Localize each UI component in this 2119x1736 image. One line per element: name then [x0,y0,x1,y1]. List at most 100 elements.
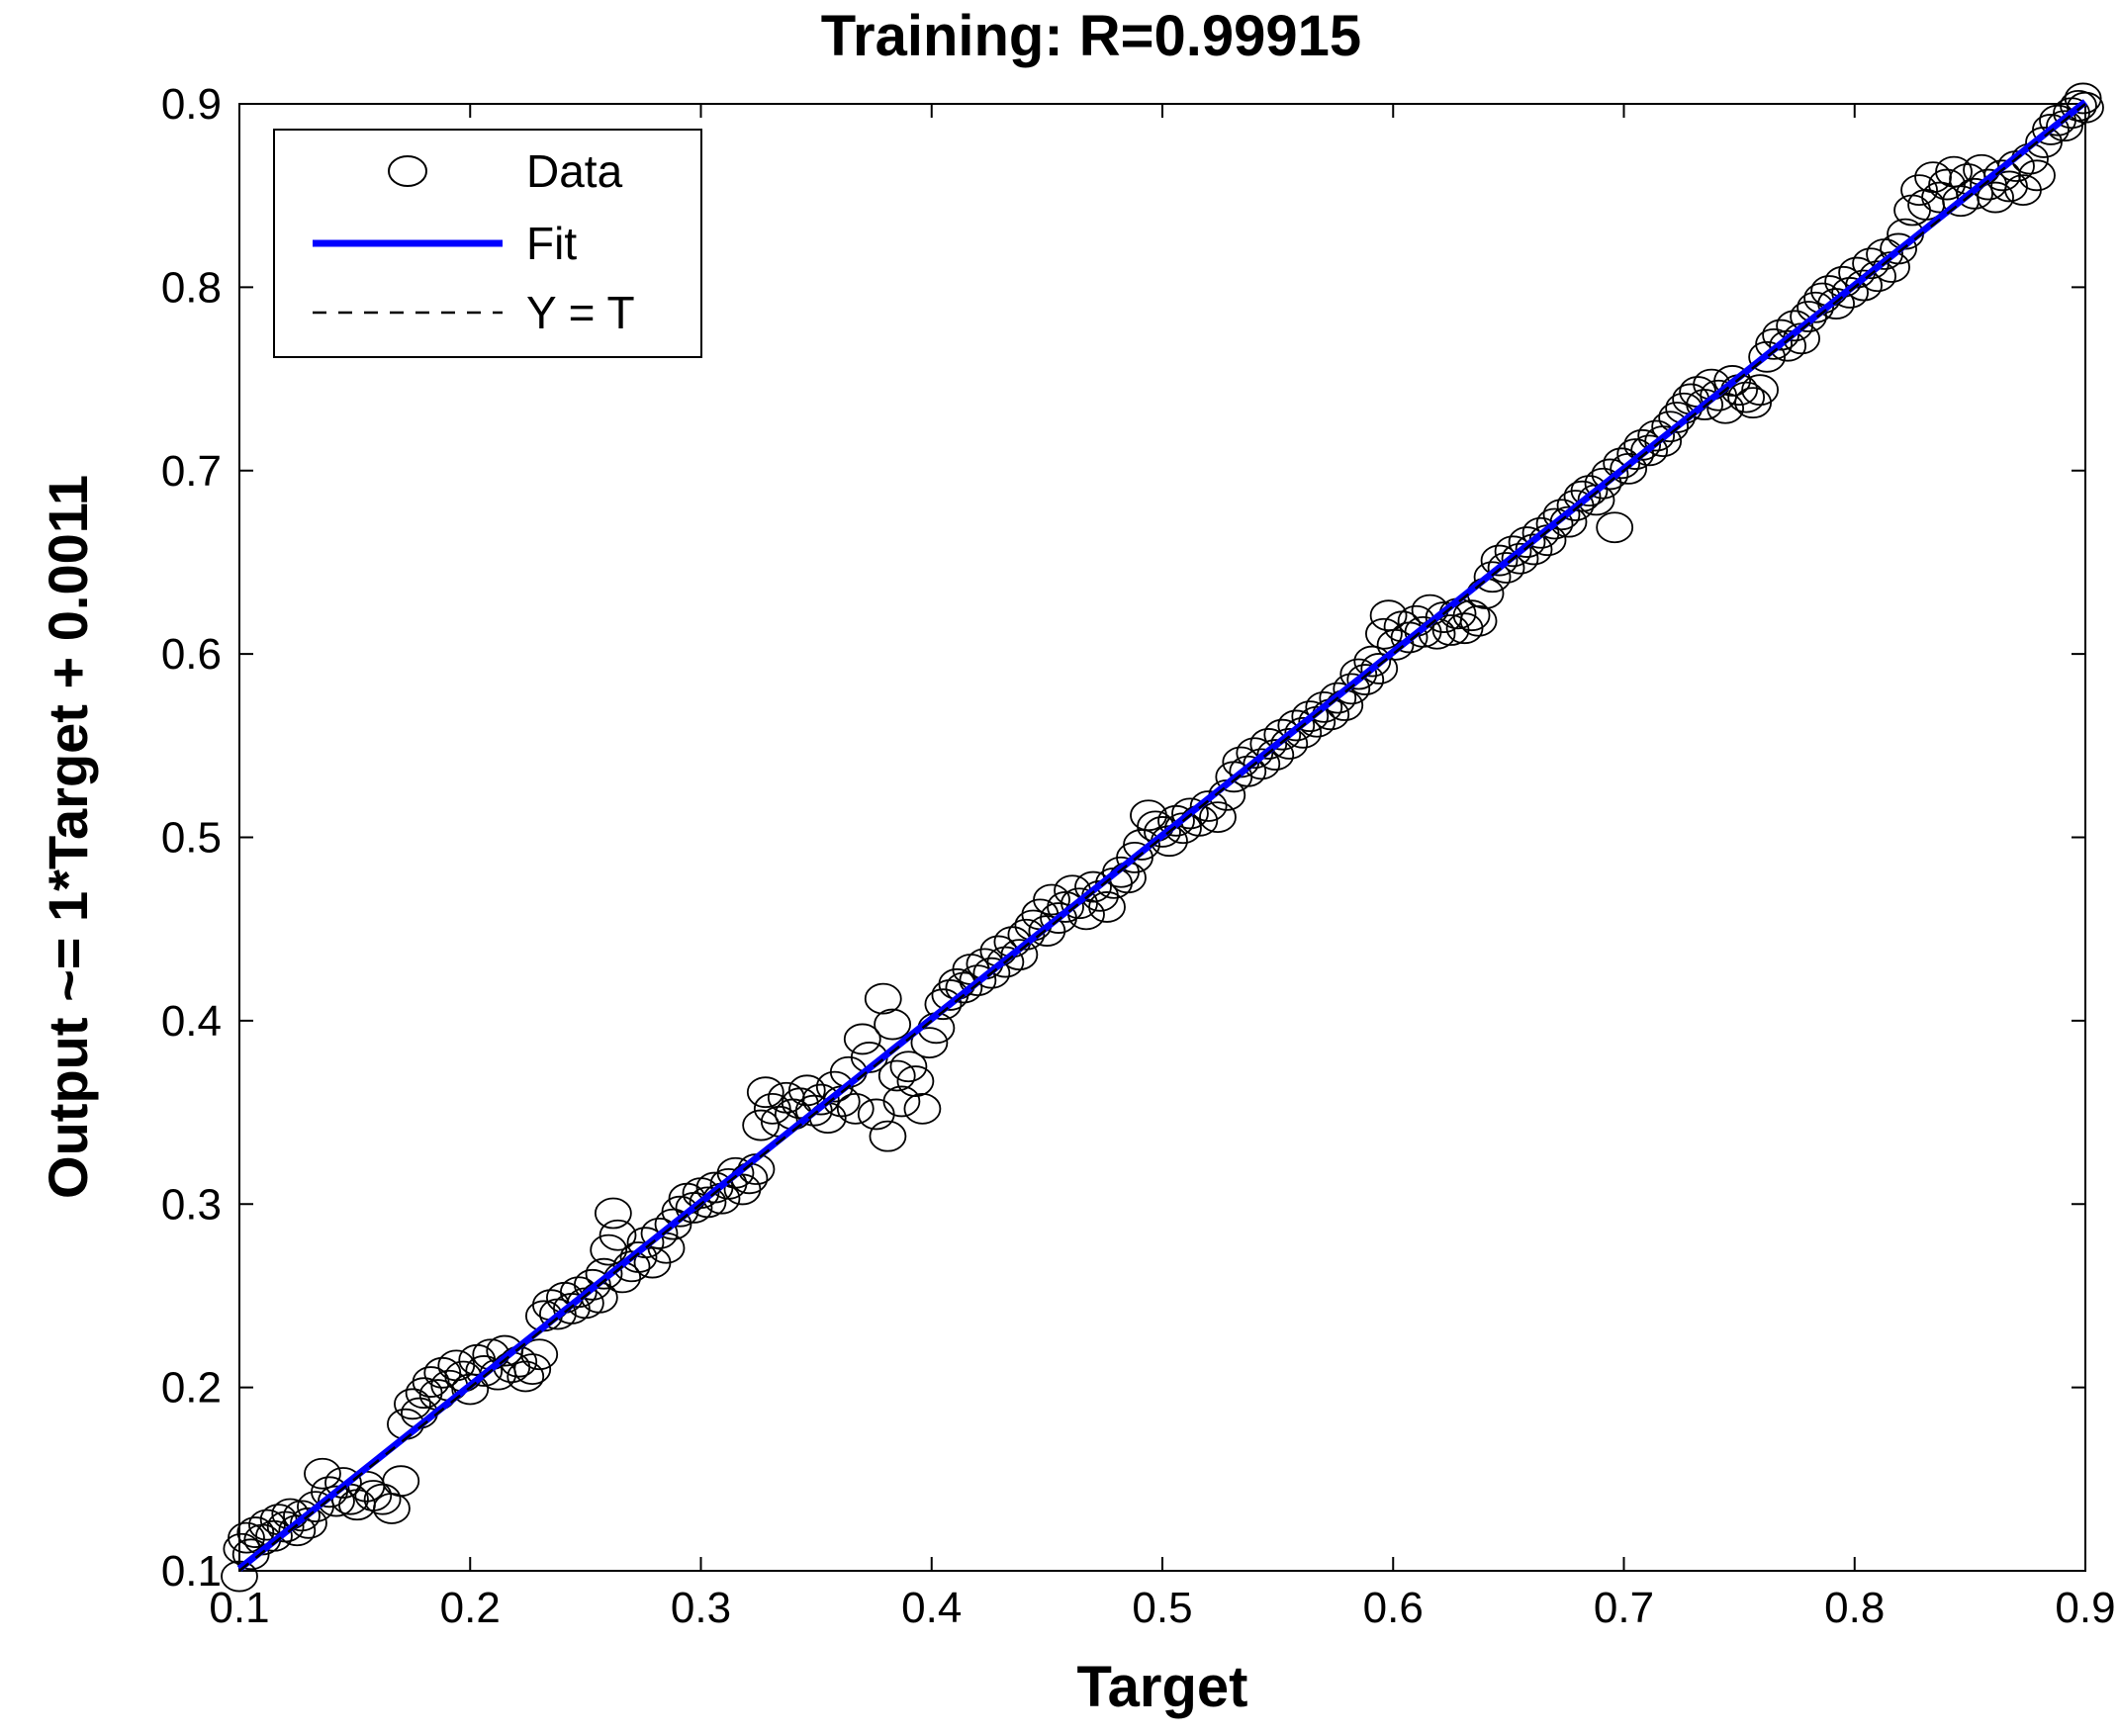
data-point [1480,544,1519,577]
data-point [1028,915,1066,947]
x-tick-label: 0.2 [440,1584,501,1632]
data-point [573,1268,611,1301]
data-point [1365,617,1403,650]
y-axis-label: Output ~= 1*Target + 0.0011 [37,475,99,1199]
data-point [1291,700,1330,733]
y-tick-label: 0.7 [161,447,222,496]
data-point [513,1353,552,1385]
data-point [626,1227,665,1259]
data-point [640,1218,679,1249]
data-point [412,1366,450,1398]
y-tick-labels: 0.1 0.2 0.3 0.4 0.5 0.6 0.7 0.8 0.9 [161,80,222,1596]
data-point [1319,682,1357,714]
data-point [924,988,963,1021]
data-point [1459,604,1498,637]
y-tick-label: 0.3 [161,1180,222,1229]
data-point [1229,755,1267,787]
data-point [465,1355,504,1387]
data-point [1270,728,1309,760]
data-point [1591,458,1629,491]
data-point [1852,247,1889,280]
data-point [1769,329,1807,362]
data-point [2067,91,2104,124]
x-tick-label: 0.5 [1132,1584,1192,1632]
y-tick-label: 0.8 [161,263,222,312]
data-point [972,957,1011,989]
data-point [1298,705,1336,738]
x-tick-label: 0.6 [1363,1584,1424,1632]
data-point [290,1507,327,1539]
data-point [1144,816,1181,848]
data-point [1900,174,1938,207]
x-tick-labels: 0.1 0.2 0.3 0.4 0.5 0.6 0.7 0.8 0.9 [209,1584,2115,1632]
y-tick-label: 0.5 [161,814,222,863]
y-tick-label: 0.1 [161,1547,222,1596]
x-axis-label: Target [1077,1655,1248,1719]
data-point [882,1085,921,1118]
data-point [1353,645,1392,678]
data-point [1339,658,1378,690]
data-point [585,1257,623,1290]
data-point [382,1465,420,1498]
data-point [1997,150,2035,182]
data-point [1651,411,1690,443]
data-point [1713,365,1752,397]
data-point [836,1092,875,1125]
data-point [1033,883,1070,916]
data-point [1776,310,1814,342]
data-point [1243,748,1281,780]
data-point [1157,804,1195,837]
x-tick-label: 0.7 [1594,1584,1654,1632]
legend-label-identity: Y = T [526,287,635,338]
data-point [1727,381,1766,413]
data-point [945,971,983,1004]
data-point [1880,232,1917,265]
data-point [1990,170,2028,203]
data-point [1088,891,1126,923]
data-point [2032,114,2070,145]
data-point [1473,561,1512,594]
data-point [1741,374,1780,407]
data-point [689,1186,727,1219]
data-point [2046,110,2083,142]
data-point [910,1027,949,1059]
data-points [221,82,2104,1593]
data-point [1346,664,1385,695]
data-point [324,1467,362,1499]
data-point [1445,612,1484,645]
data-point [1047,891,1084,923]
data-point [1831,277,1869,309]
data-point [1748,340,1787,373]
data-point [304,1457,341,1490]
data-point [1284,716,1323,749]
data-point [363,1483,402,1515]
data-point [599,1219,637,1251]
data-point [1007,918,1046,951]
data-point [781,1087,819,1120]
data-point [1859,260,1896,293]
data-point [889,1051,928,1083]
data-point [1755,327,1794,360]
data-point [394,1388,431,1420]
data-point [986,946,1025,978]
data-point [2064,82,2102,115]
data-point [1577,484,1615,516]
data-point [753,1092,791,1125]
data-point [654,1208,692,1240]
data-point [1277,709,1316,742]
data-point [869,1120,907,1152]
data-point [1542,499,1581,531]
data-point [590,1233,628,1266]
data-point [1494,535,1532,568]
data-point [896,1065,935,1097]
data-point [423,1356,462,1389]
data-point [1189,790,1228,822]
chart-title: Training: R=0.99915 [821,4,1361,68]
data-point [1508,526,1546,558]
data-point [1570,475,1609,507]
data-point [874,1008,911,1041]
data-point [1535,507,1574,540]
data-point [1596,511,1634,544]
y-tick-label: 0.2 [161,1364,222,1413]
